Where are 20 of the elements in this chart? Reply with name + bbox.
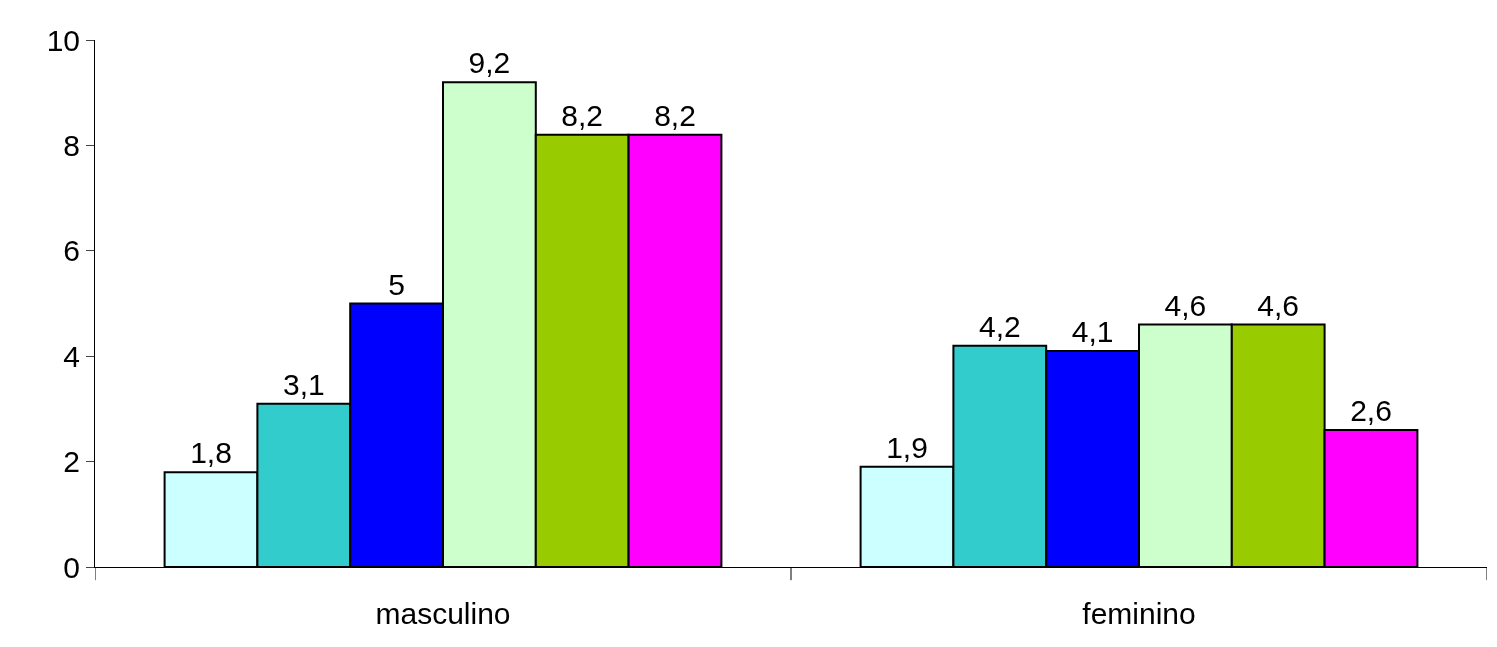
y-tick-label: 2 — [63, 445, 80, 479]
y-tick-label: 8 — [63, 128, 80, 162]
data-label: 4,6 — [1257, 288, 1300, 322]
data-label: 4,2 — [978, 309, 1021, 343]
y-tick-label: 0 — [63, 550, 80, 584]
data-label: 8,2 — [654, 98, 696, 132]
x-tick-label: masculino — [375, 597, 511, 630]
x-tick-label: feminino — [1082, 597, 1196, 630]
data-label: 1,9 — [886, 430, 928, 464]
data-label: 5 — [388, 267, 405, 301]
y-tick-label: 4 — [63, 339, 80, 373]
data-label: 4,1 — [1071, 314, 1114, 348]
y-tick-label: 6 — [63, 234, 80, 268]
data-label: 1,8 — [190, 436, 232, 470]
y-tick-label: 10 — [46, 23, 80, 57]
data-label: 9,2 — [468, 46, 511, 80]
data-label: 8,2 — [561, 98, 604, 132]
data-label: 4,6 — [1164, 288, 1207, 322]
data-label: 3,1 — [282, 367, 325, 401]
data-label: 2,6 — [1350, 393, 1392, 427]
